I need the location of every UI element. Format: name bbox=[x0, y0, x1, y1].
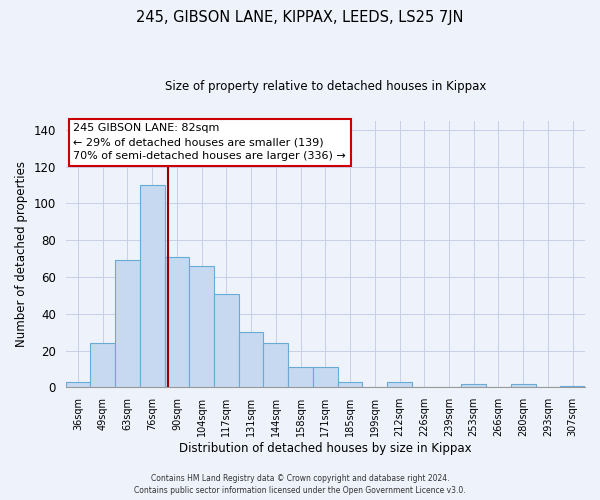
Bar bbox=[65, 382, 91, 388]
Title: Size of property relative to detached houses in Kippax: Size of property relative to detached ho… bbox=[164, 80, 486, 93]
Y-axis label: Number of detached properties: Number of detached properties bbox=[15, 161, 28, 347]
Bar bbox=[214, 294, 239, 388]
Bar bbox=[91, 343, 115, 388]
Bar bbox=[190, 266, 214, 388]
Bar bbox=[560, 386, 585, 388]
X-axis label: Distribution of detached houses by size in Kippax: Distribution of detached houses by size … bbox=[179, 442, 472, 455]
Bar bbox=[338, 382, 362, 388]
Bar bbox=[387, 382, 412, 388]
Bar bbox=[239, 332, 263, 388]
Bar bbox=[263, 343, 288, 388]
Text: 245, GIBSON LANE, KIPPAX, LEEDS, LS25 7JN: 245, GIBSON LANE, KIPPAX, LEEDS, LS25 7J… bbox=[136, 10, 464, 25]
Text: 245 GIBSON LANE: 82sqm
← 29% of detached houses are smaller (139)
70% of semi-de: 245 GIBSON LANE: 82sqm ← 29% of detached… bbox=[73, 123, 346, 161]
Bar bbox=[140, 185, 164, 388]
Bar bbox=[164, 256, 190, 388]
Text: Contains HM Land Registry data © Crown copyright and database right 2024.
Contai: Contains HM Land Registry data © Crown c… bbox=[134, 474, 466, 495]
Bar bbox=[313, 367, 338, 388]
Bar bbox=[115, 260, 140, 388]
Bar bbox=[511, 384, 536, 388]
Bar bbox=[288, 367, 313, 388]
Bar bbox=[461, 384, 486, 388]
